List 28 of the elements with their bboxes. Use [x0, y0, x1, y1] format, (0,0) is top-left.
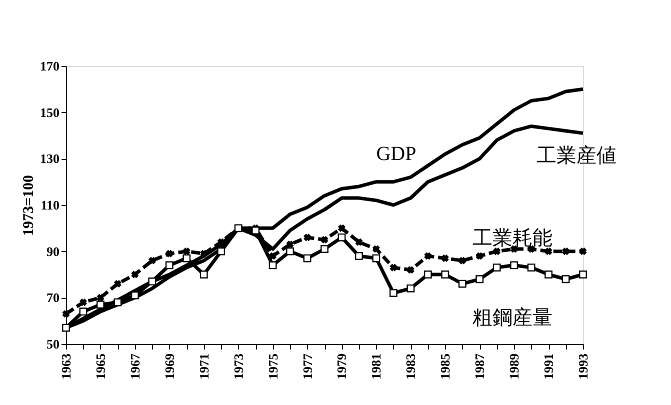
x-tick-label: 1993 — [576, 353, 590, 380]
series-label: 粗鋼産量 — [472, 306, 552, 329]
x-tick-label: 1981 — [368, 354, 384, 380]
x-tick-label: 1971 — [196, 354, 212, 380]
y-axis-title: 1973=100 — [21, 174, 37, 236]
x-tick-label: 1987 — [472, 353, 488, 380]
x-tick-label: 1977 — [300, 353, 315, 380]
x-tick-label: 1969 — [162, 353, 177, 380]
x-tick-label: 1975 — [265, 353, 280, 380]
y-tick-label: 150 — [40, 104, 60, 120]
x-tick-label: 1991 — [541, 354, 556, 380]
y-tick-label: 90 — [46, 244, 60, 259]
series-label: 工業耗能 — [472, 228, 552, 250]
y-tick-label: 50 — [46, 336, 60, 352]
x-tick-label: 1985 — [438, 353, 453, 380]
y-tick-label: 170 — [40, 58, 60, 74]
x-tick-label: 1983 — [403, 353, 418, 380]
x-tick-label: 1967 — [127, 353, 142, 380]
y-tick-label: 110 — [40, 198, 60, 212]
series-label: GDP — [376, 142, 416, 165]
series-label: 工業産値 — [536, 145, 616, 168]
x-tick-label: 1965 — [92, 353, 108, 380]
x-tick-label: 1973 — [230, 353, 246, 380]
y-tick-label: 70 — [46, 290, 60, 306]
x-tick-label: 1979 — [334, 353, 350, 380]
x-tick-label: 1989 — [506, 353, 522, 380]
x-tick-label: 1963 — [58, 353, 74, 380]
y-tick-label: 130 — [40, 151, 60, 166]
